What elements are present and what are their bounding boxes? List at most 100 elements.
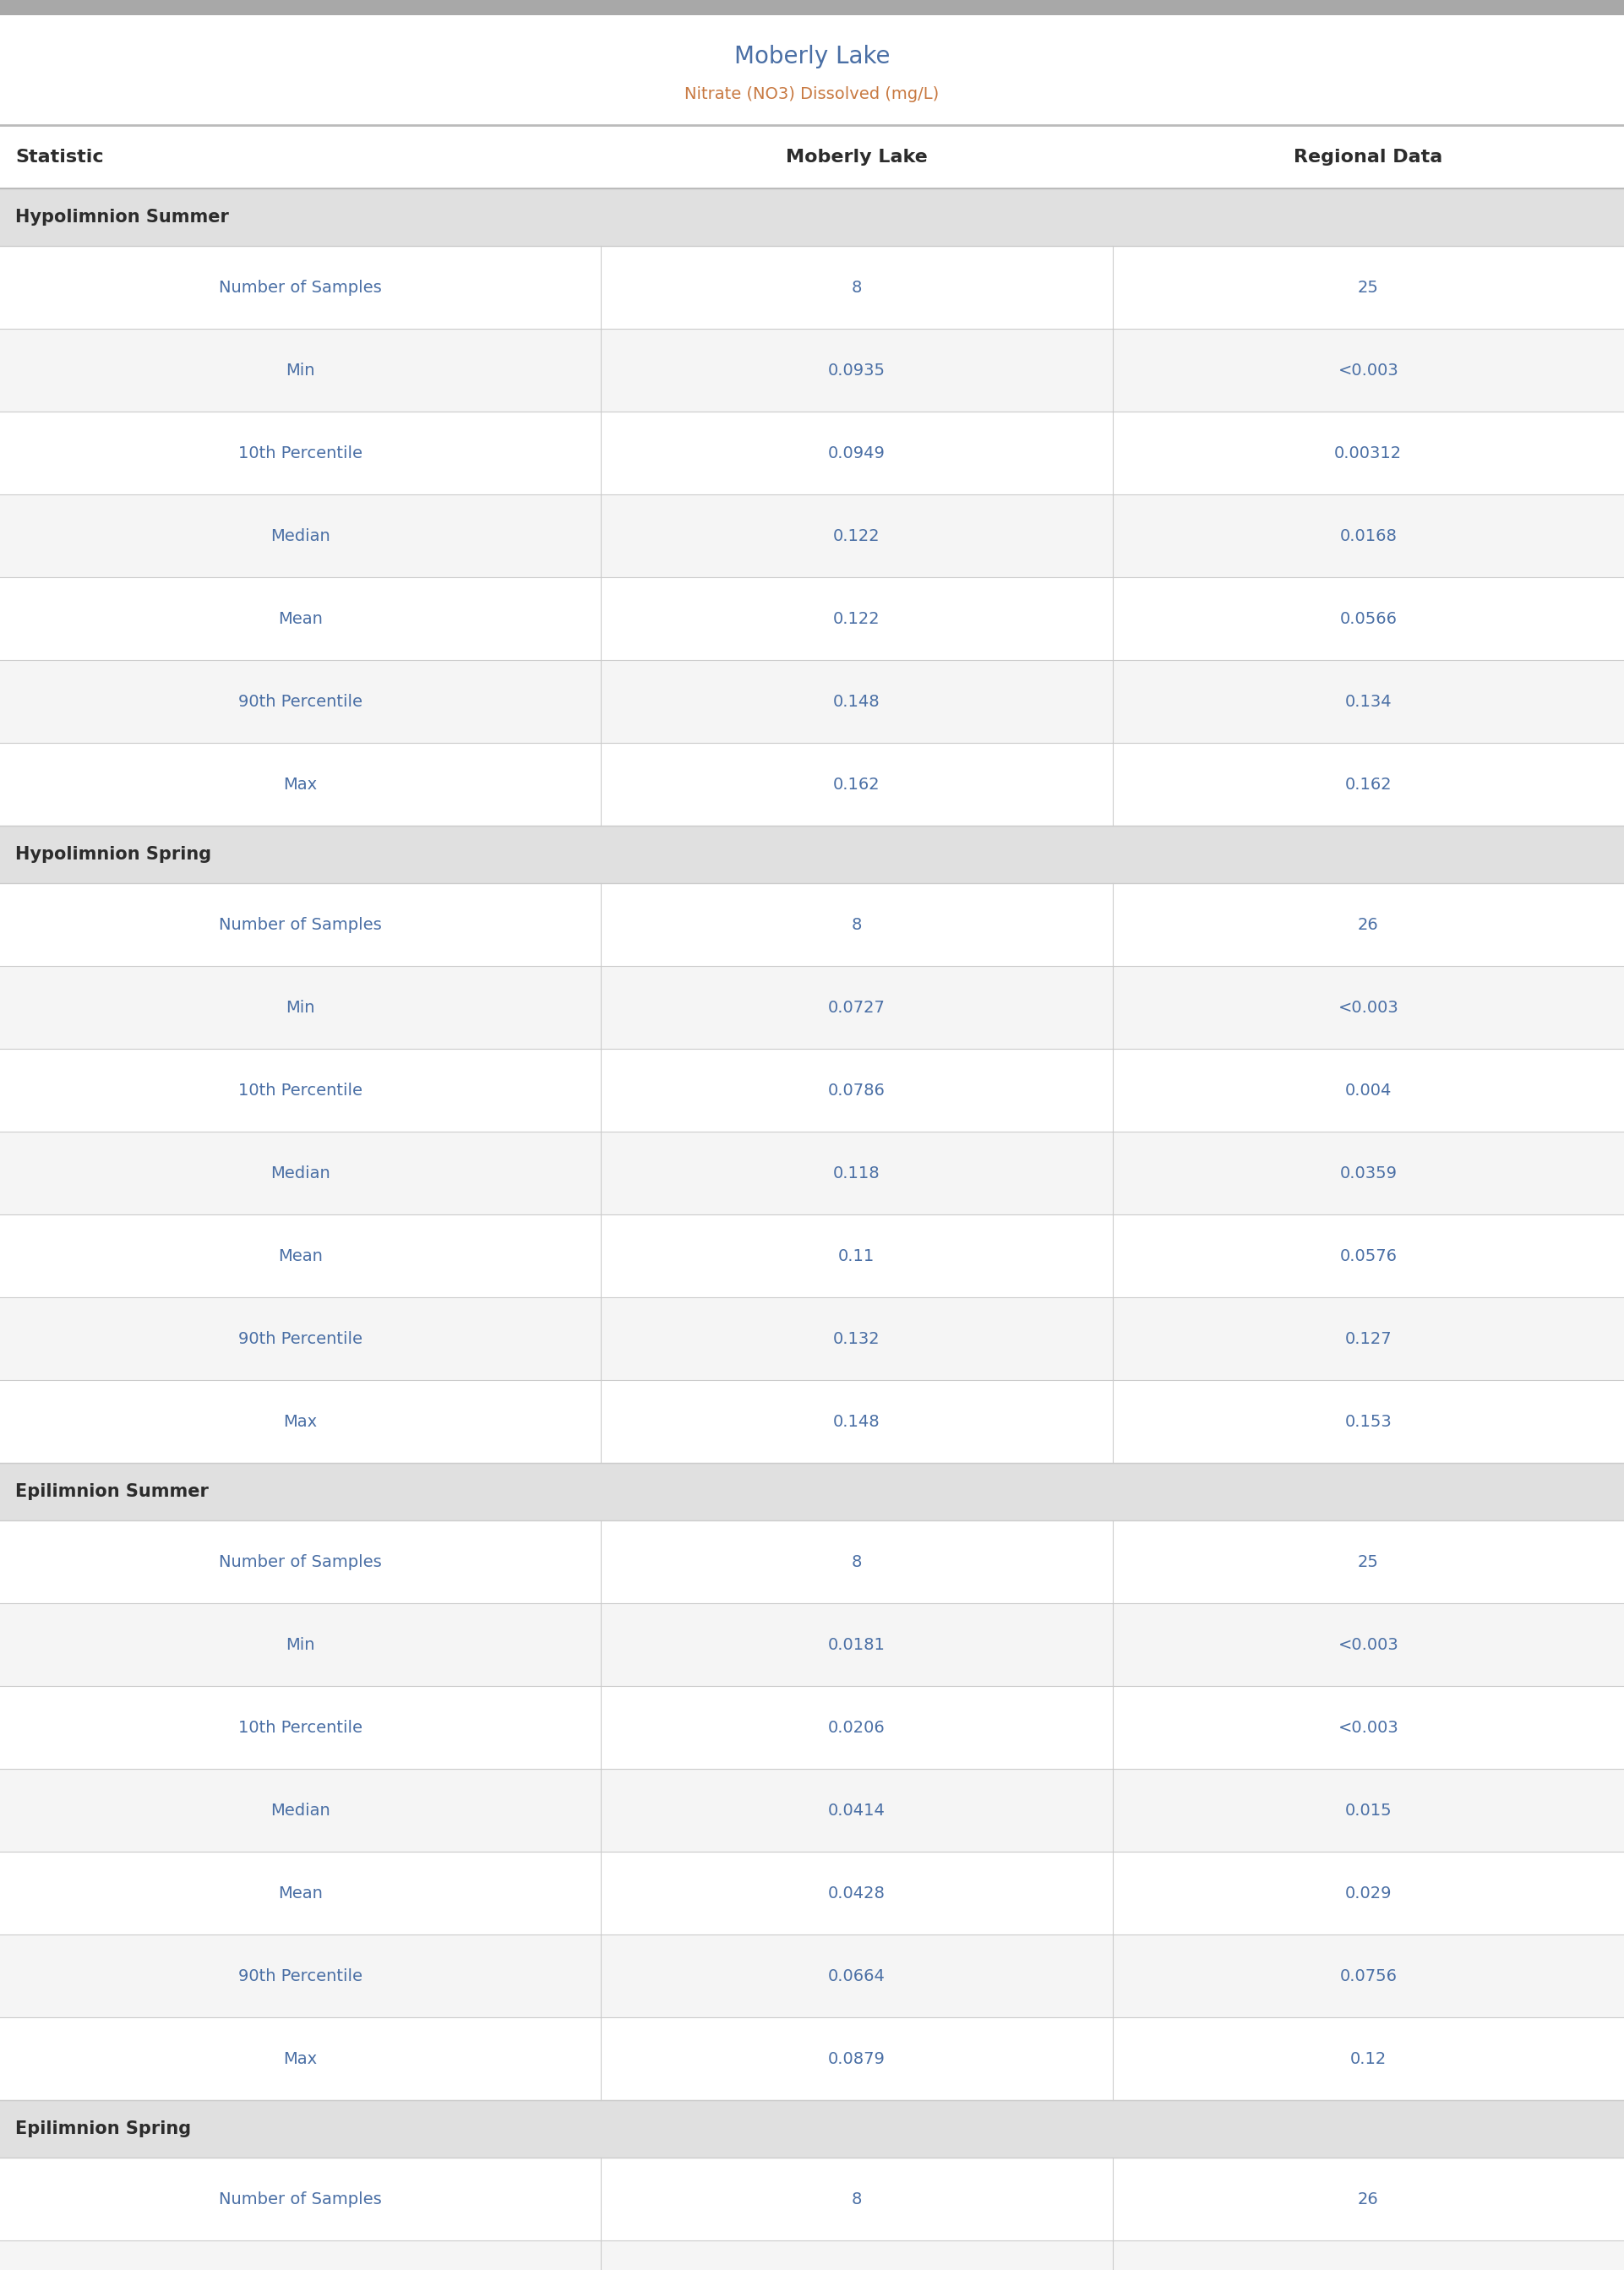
Bar xyxy=(0,329,1624,411)
Bar xyxy=(0,1934,1624,2018)
Bar xyxy=(0,661,1624,742)
Text: Nitrate (NO3) Dissolved (mg/L): Nitrate (NO3) Dissolved (mg/L) xyxy=(685,86,939,102)
Text: Max: Max xyxy=(284,776,317,792)
Text: 0.0414: 0.0414 xyxy=(828,1802,885,1818)
Text: 25: 25 xyxy=(1358,279,1379,295)
Text: Max: Max xyxy=(284,1414,317,1430)
Bar xyxy=(0,1049,1624,1133)
Text: Number of Samples: Number of Samples xyxy=(219,279,382,295)
Text: 0.0566: 0.0566 xyxy=(1340,611,1397,627)
Text: Epilimnion Spring: Epilimnion Spring xyxy=(15,2120,192,2138)
Text: 90th Percentile: 90th Percentile xyxy=(239,1330,362,1346)
Bar xyxy=(0,2240,1624,2270)
Text: Regional Data: Regional Data xyxy=(1294,148,1442,166)
Text: 0.127: 0.127 xyxy=(1345,1330,1392,1346)
Text: Mean: Mean xyxy=(278,611,323,627)
Text: 0.0206: 0.0206 xyxy=(828,1718,885,1737)
Bar xyxy=(0,1852,1624,1934)
Text: 0.134: 0.134 xyxy=(1345,692,1392,711)
Text: 0.0935: 0.0935 xyxy=(828,363,885,379)
Text: 0.148: 0.148 xyxy=(833,1414,880,1430)
Text: 8: 8 xyxy=(851,917,862,933)
Bar xyxy=(0,826,1624,883)
Text: Min: Min xyxy=(286,363,315,379)
Bar xyxy=(0,883,1624,967)
Bar xyxy=(0,0,1624,16)
Bar xyxy=(0,742,1624,826)
Text: 0.00312: 0.00312 xyxy=(1335,445,1402,461)
Text: 0.122: 0.122 xyxy=(833,611,880,627)
Bar xyxy=(0,411,1624,495)
Bar xyxy=(0,2018,1624,2100)
Bar xyxy=(0,1521,1624,1603)
Bar xyxy=(0,1214,1624,1296)
Text: Moberly Lake: Moberly Lake xyxy=(734,45,890,68)
Text: 0.0756: 0.0756 xyxy=(1340,1968,1397,1984)
Text: 90th Percentile: 90th Percentile xyxy=(239,692,362,711)
Text: Epilimnion Summer: Epilimnion Summer xyxy=(15,1482,208,1500)
Text: 8: 8 xyxy=(851,1553,862,1571)
Text: Statistic: Statistic xyxy=(15,148,104,166)
Text: <0.003: <0.003 xyxy=(1338,1718,1398,1737)
Text: 0.118: 0.118 xyxy=(833,1165,880,1180)
Bar xyxy=(0,1603,1624,1687)
Text: Number of Samples: Number of Samples xyxy=(219,2191,382,2206)
Text: 0.122: 0.122 xyxy=(833,529,880,545)
Text: 0.015: 0.015 xyxy=(1345,1802,1392,1818)
Text: Moberly Lake: Moberly Lake xyxy=(786,148,927,166)
Bar xyxy=(0,16,1624,125)
Bar xyxy=(0,1296,1624,1380)
Text: 26: 26 xyxy=(1358,917,1379,933)
Text: 0.0786: 0.0786 xyxy=(828,1083,885,1099)
Text: 0.12: 0.12 xyxy=(1350,2050,1387,2066)
Text: Hypolimnion Summer: Hypolimnion Summer xyxy=(15,209,229,225)
Text: 0.0168: 0.0168 xyxy=(1340,529,1397,545)
Text: Max: Max xyxy=(284,2050,317,2066)
Text: Hypolimnion Spring: Hypolimnion Spring xyxy=(15,847,211,863)
Text: 10th Percentile: 10th Percentile xyxy=(239,1718,362,1737)
Text: 0.0949: 0.0949 xyxy=(828,445,885,461)
Text: Mean: Mean xyxy=(278,1884,323,1900)
Bar xyxy=(0,125,1624,188)
Text: Median: Median xyxy=(271,529,330,545)
Bar xyxy=(0,2100,1624,2156)
Text: 0.148: 0.148 xyxy=(833,692,880,711)
Text: Mean: Mean xyxy=(278,1249,323,1264)
Text: 8: 8 xyxy=(851,279,862,295)
Bar xyxy=(0,1768,1624,1852)
Text: 0.029: 0.029 xyxy=(1345,1884,1392,1900)
Text: 0.0359: 0.0359 xyxy=(1340,1165,1397,1180)
Text: <0.003: <0.003 xyxy=(1338,999,1398,1015)
Text: 0.153: 0.153 xyxy=(1345,1414,1392,1430)
Bar xyxy=(0,967,1624,1049)
Text: 0.0879: 0.0879 xyxy=(828,2050,885,2066)
Bar xyxy=(0,2156,1624,2240)
Text: <0.003: <0.003 xyxy=(1338,363,1398,379)
Bar xyxy=(0,577,1624,661)
Text: 0.132: 0.132 xyxy=(833,1330,880,1346)
Text: 0.0428: 0.0428 xyxy=(828,1884,885,1900)
Text: Min: Min xyxy=(286,999,315,1015)
Bar xyxy=(0,1462,1624,1521)
Text: <0.003: <0.003 xyxy=(1338,1637,1398,1653)
Text: 0.0181: 0.0181 xyxy=(828,1637,885,1653)
Text: Median: Median xyxy=(271,1165,330,1180)
Text: 0.162: 0.162 xyxy=(1345,776,1392,792)
Text: Number of Samples: Number of Samples xyxy=(219,917,382,933)
Text: 25: 25 xyxy=(1358,1553,1379,1571)
Text: 10th Percentile: 10th Percentile xyxy=(239,1083,362,1099)
Bar xyxy=(0,495,1624,577)
Text: 90th Percentile: 90th Percentile xyxy=(239,1968,362,1984)
Bar xyxy=(0,188,1624,245)
Text: 0.004: 0.004 xyxy=(1345,1083,1392,1099)
Bar xyxy=(0,1380,1624,1462)
Text: 0.162: 0.162 xyxy=(833,776,880,792)
Text: 8: 8 xyxy=(851,2191,862,2206)
Text: Number of Samples: Number of Samples xyxy=(219,1553,382,1571)
Text: 0.0576: 0.0576 xyxy=(1340,1249,1397,1264)
Text: 10th Percentile: 10th Percentile xyxy=(239,445,362,461)
Text: Min: Min xyxy=(286,1637,315,1653)
Bar xyxy=(0,1133,1624,1214)
Text: 26: 26 xyxy=(1358,2191,1379,2206)
Bar xyxy=(0,1687,1624,1768)
